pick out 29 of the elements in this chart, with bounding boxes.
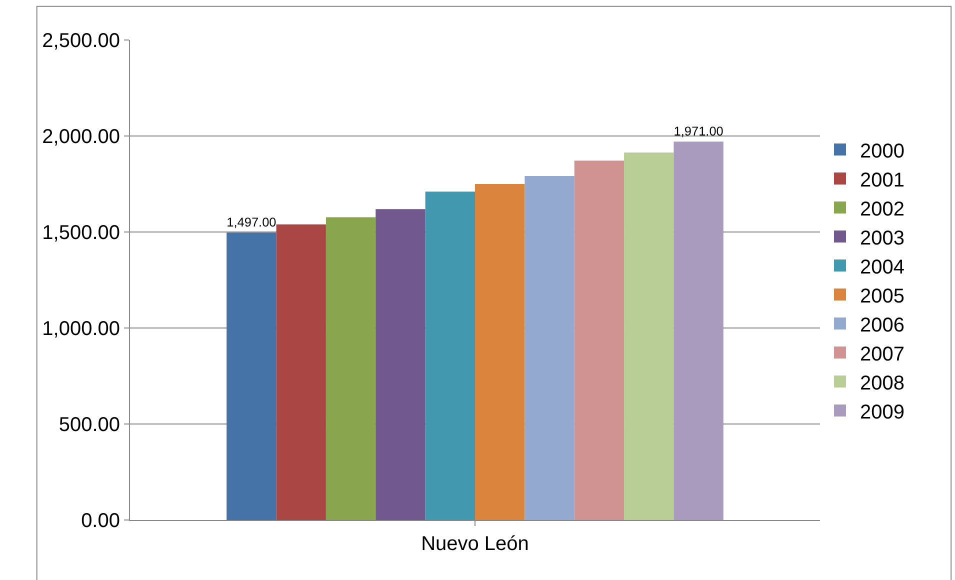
bar bbox=[624, 152, 674, 520]
y-tick-label: 0.00 bbox=[81, 510, 120, 532]
legend-label: 2005 bbox=[860, 285, 904, 308]
bar bbox=[574, 160, 624, 520]
bar bbox=[376, 209, 426, 520]
bar bbox=[226, 232, 276, 520]
legend-label: 2007 bbox=[860, 343, 904, 366]
bar bbox=[425, 192, 475, 520]
legend-label: 2003 bbox=[860, 227, 904, 250]
y-tick-label: 2,500.00 bbox=[42, 30, 120, 52]
legend-label: 2008 bbox=[860, 372, 904, 394]
y-tick-label: 1,500.00 bbox=[42, 222, 120, 244]
x-tick-label: Nuevo León bbox=[421, 533, 529, 555]
bar bbox=[326, 217, 376, 520]
legend-label: 2001 bbox=[860, 169, 904, 192]
bar bbox=[276, 224, 326, 520]
data-label: 1,497.00 bbox=[226, 214, 276, 230]
y-tick-label: 500.00 bbox=[58, 414, 120, 436]
y-tick-label: 2,000.00 bbox=[42, 126, 120, 148]
y-tick-label: 1,000.00 bbox=[42, 318, 120, 340]
legend-label: 2009 bbox=[860, 401, 904, 424]
legend-label: 2006 bbox=[860, 314, 904, 336]
data-label: 1,971.00 bbox=[674, 123, 724, 138]
bar bbox=[475, 184, 525, 520]
legend-label: 2000 bbox=[860, 140, 904, 162]
legend-label: 2004 bbox=[860, 256, 904, 278]
bar bbox=[674, 142, 724, 520]
bar bbox=[524, 176, 574, 520]
legend-label: 2002 bbox=[860, 198, 904, 220]
